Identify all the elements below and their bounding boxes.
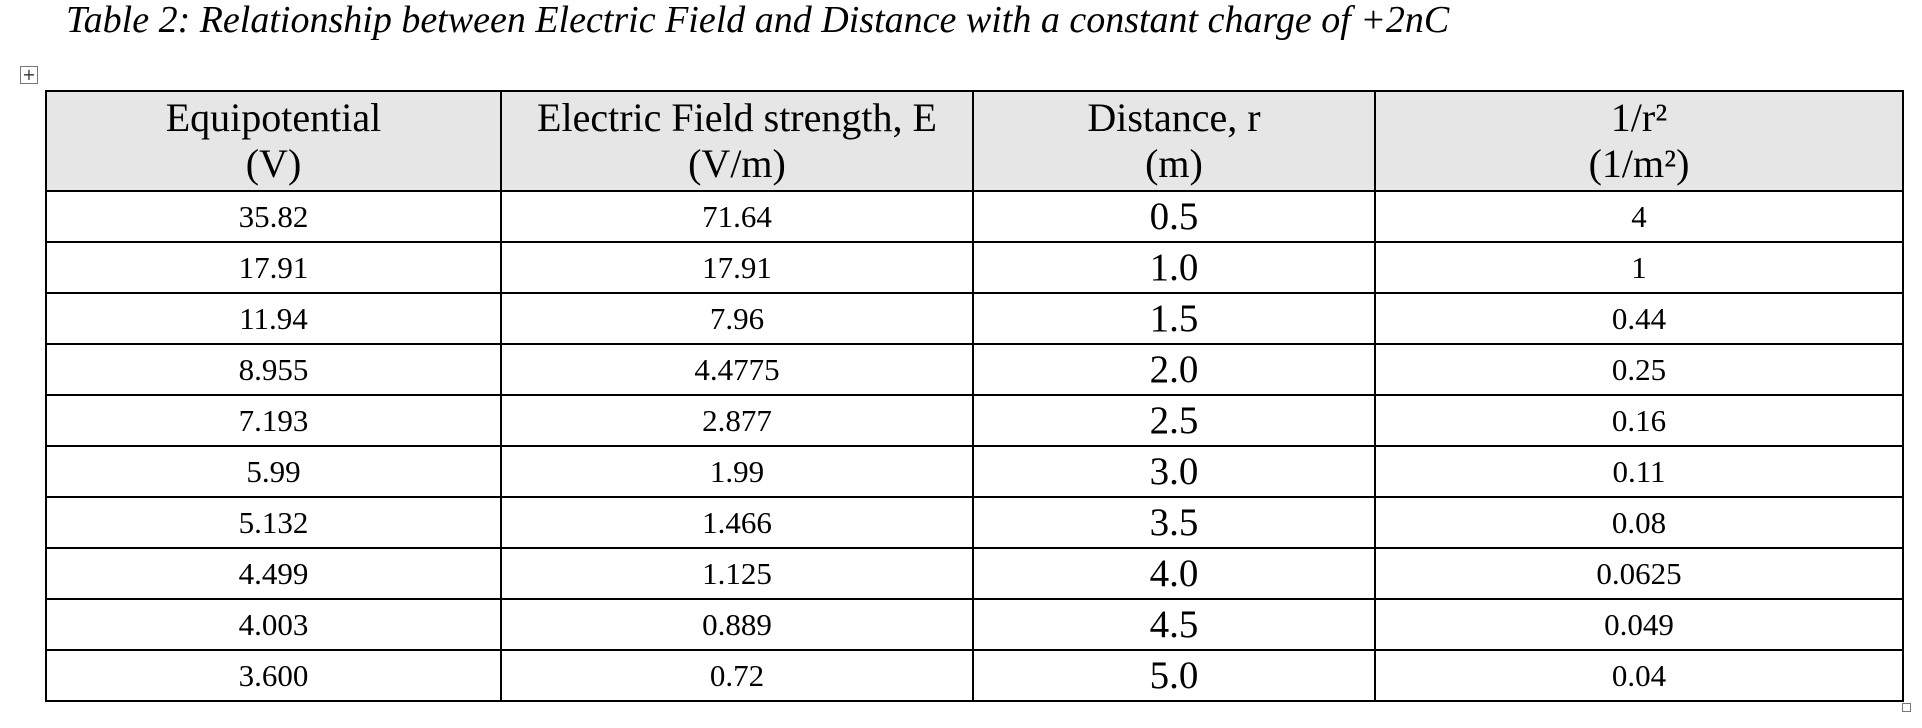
table-row: 5.99 1.99 3.0 0.11 [45,445,1904,498]
table-cell: 5.0 [972,649,1376,702]
table-cell: 1.466 [500,496,974,549]
table-cell: 71.64 [500,190,974,243]
table-cell: 0.889 [500,598,974,651]
table-cell: 2.0 [972,343,1376,396]
header-text: Electric Field strength, E [537,95,937,140]
table-row: 7.193 2.877 2.5 0.16 [45,394,1904,447]
header-text: (m) [1145,141,1203,186]
table-cell: 3.600 [45,649,502,702]
table-cell: 0.08 [1374,496,1904,549]
table-cell: 7.193 [45,394,502,447]
table-cell: 0.04 [1374,649,1904,702]
table-caption: Table 2: Relationship between Electric F… [66,0,1450,41]
table-cell: 4.499 [45,547,502,600]
table-cell: 3.5 [972,496,1376,549]
table-cell: 2.5 [972,394,1376,447]
table-cell: 35.82 [45,190,502,243]
table-row: 8.955 4.4775 2.0 0.25 [45,343,1904,396]
data-table: Equipotential (V) Electric Field strength,… [45,90,1904,702]
table-cell: 0.16 [1374,394,1904,447]
table-cell: 17.91 [500,241,974,294]
table-row: 17.91 17.91 1.0 1 [45,241,1904,294]
header-text: 1/r² [1610,95,1668,140]
table-row: 35.82 71.64 0.5 4 [45,190,1904,243]
table-body: 35.82 71.64 0.5 4 17.91 17.91 1.0 1 11.94 7.96 1.5… [45,190,1904,702]
header-text: Distance, r [1087,95,1261,140]
header-row: Equipotential (V) Electric Field strength,… [45,90,1904,192]
table-cell: 4.0 [972,547,1376,600]
table-cell: 7.96 [500,292,974,345]
table-move-handle[interactable]: + [20,66,38,84]
table-cell: 17.91 [45,241,502,294]
table-cell: 0.0625 [1374,547,1904,600]
header-text: (1/m²) [1588,141,1690,186]
header-text: Equipotential [165,95,382,140]
table-cell: 1.125 [500,547,974,600]
header-cell: Distance, r (m) [972,90,1376,192]
header-text: (V/m) [688,141,786,186]
table-cell: 0.72 [500,649,974,702]
table-cell: 1.5 [972,292,1376,345]
table-row: 5.132 1.466 3.5 0.08 [45,496,1904,549]
table-row: 4.003 0.889 4.5 0.049 [45,598,1904,651]
table-cell: 4.4775 [500,343,974,396]
table-cell: 4 [1374,190,1904,243]
table-cell: 0.25 [1374,343,1904,396]
table-cell: 4.5 [972,598,1376,651]
table-cell: 0.44 [1374,292,1904,345]
table-row: 4.499 1.125 4.0 0.0625 [45,547,1904,600]
table-cell: 11.94 [45,292,502,345]
table-cell: 0.049 [1374,598,1904,651]
header-cell: Equipotential (V) [45,90,502,192]
table-cell: 4.003 [45,598,502,651]
table-cell: 3.0 [972,445,1376,498]
table-cell: 8.955 [45,343,502,396]
table-cell: 1.0 [972,241,1376,294]
table-cell: 5.99 [45,445,502,498]
table-cell: 0.11 [1374,445,1904,498]
table-cell: 5.132 [45,496,502,549]
table-cell: 0.5 [972,190,1376,243]
header-text: (V) [245,141,302,186]
table-resize-handle[interactable] [1902,703,1911,712]
table-cell: 1.99 [500,445,974,498]
table-row: 3.600 0.72 5.0 0.04 [45,649,1904,702]
table-row: 11.94 7.96 1.5 0.44 [45,292,1904,345]
table-cell: 1 [1374,241,1904,294]
table-cell: 2.877 [500,394,974,447]
header-cell: 1/r² (1/m²) [1374,90,1904,192]
header-cell: Electric Field strength, E (V/m) [500,90,974,192]
